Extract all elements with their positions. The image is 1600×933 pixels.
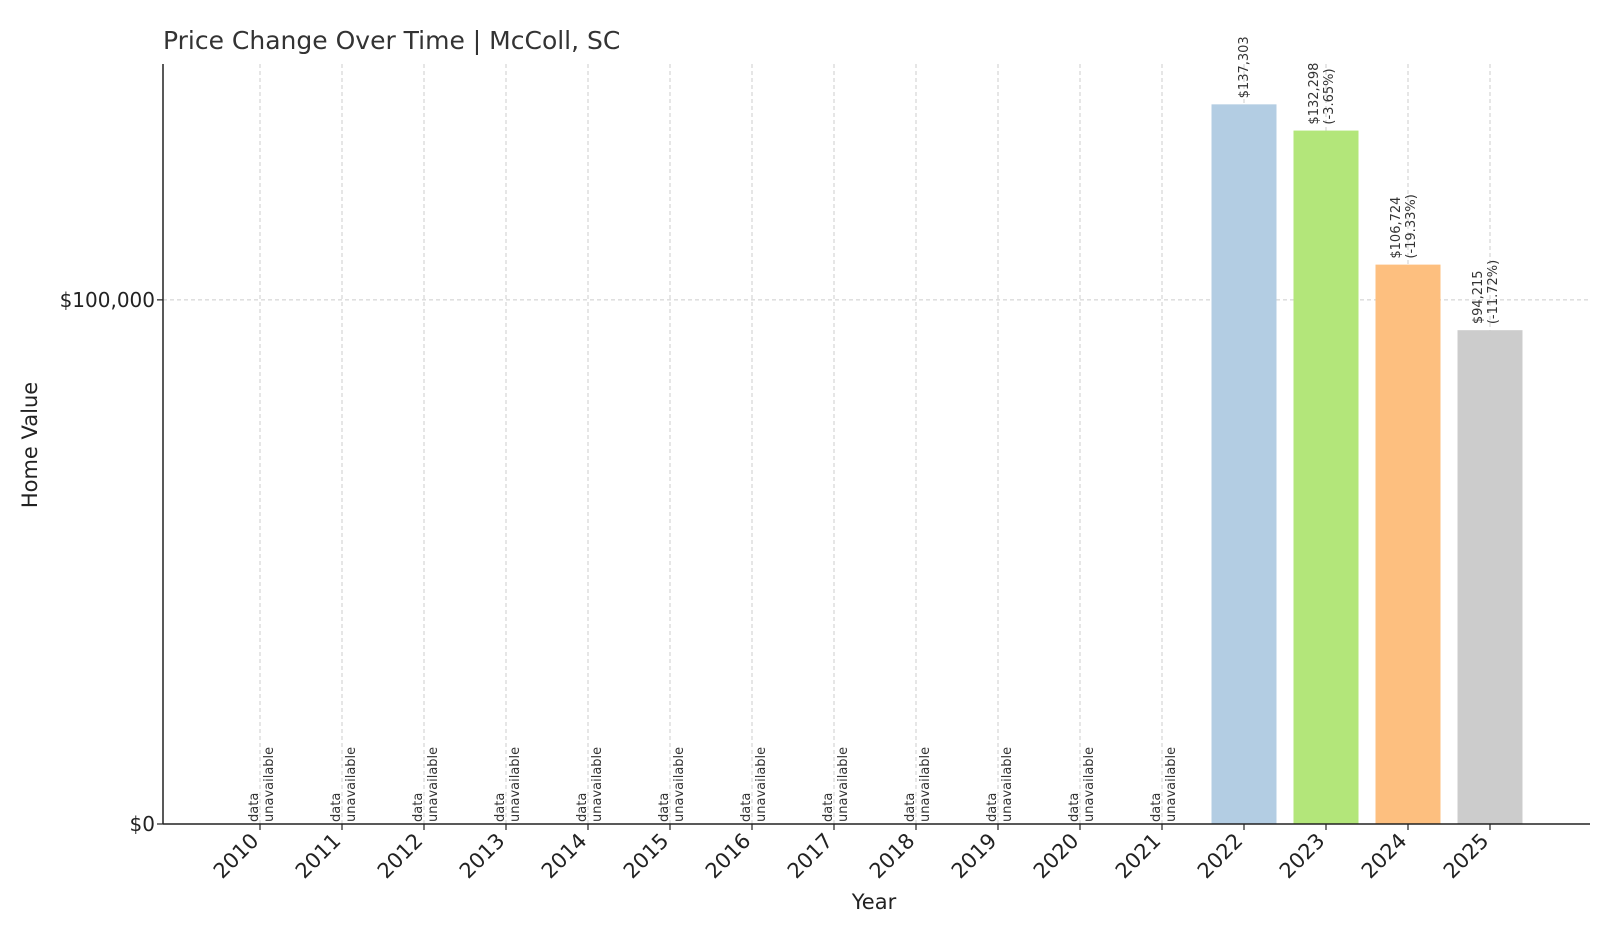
data-label: $106,724(-19.33%) bbox=[1389, 194, 1419, 258]
x-tick-label: 2019 bbox=[947, 829, 1002, 884]
unavailable-label-line: unavailable bbox=[262, 747, 277, 822]
unavailable-label-line: data bbox=[411, 793, 426, 822]
unavailable-label: dataunavailable bbox=[247, 747, 277, 822]
unavailable-label: dataunavailable bbox=[329, 747, 359, 822]
unavailable-label-line: unavailable bbox=[344, 747, 359, 822]
unavailable-label: dataunavailable bbox=[1067, 747, 1097, 822]
data-label: $94,215(-11.72%) bbox=[1471, 260, 1501, 324]
x-axis-label: Year bbox=[851, 890, 897, 914]
unavailable-label: dataunavailable bbox=[985, 747, 1015, 822]
x-tick-label: 2023 bbox=[1275, 829, 1330, 884]
unavailable-label-line: data bbox=[985, 793, 1000, 822]
unavailable-label: dataunavailable bbox=[575, 747, 605, 822]
unavailable-label-line: unavailable bbox=[508, 747, 523, 822]
x-tick-label: 2017 bbox=[783, 829, 838, 884]
x-tick-label: 2010 bbox=[209, 829, 264, 884]
data-label: $132,298(-3.65%) bbox=[1307, 63, 1337, 125]
x-tick-label: 2024 bbox=[1357, 829, 1412, 884]
unavailable-label-line: data bbox=[1067, 793, 1082, 822]
y-axis-label: Home Value bbox=[18, 381, 42, 509]
unavailable-label-line: unavailable bbox=[426, 747, 441, 822]
unavailable-label: dataunavailable bbox=[903, 747, 933, 822]
change-label: (-3.65%) bbox=[1322, 68, 1337, 124]
bar-2024 bbox=[1375, 264, 1441, 825]
unavailable-label: dataunavailable bbox=[657, 747, 687, 822]
data-label: $137,303 bbox=[1237, 36, 1252, 98]
x-tick-label: 2020 bbox=[1029, 829, 1084, 884]
unavailable-label-line: unavailable bbox=[1164, 747, 1179, 822]
x-tick-label: 2012 bbox=[373, 829, 428, 884]
unavailable-label: dataunavailable bbox=[821, 747, 851, 822]
chart-title: Price Change Over Time | McColl, SC bbox=[163, 26, 621, 55]
value-label: $137,303 bbox=[1237, 36, 1252, 98]
unavailable-label-line: data bbox=[1149, 793, 1164, 822]
y-tick-label: $100,000 bbox=[60, 288, 155, 312]
unavailable-label-line: data bbox=[903, 793, 918, 822]
value-label: $132,298 bbox=[1307, 63, 1322, 125]
unavailable-label-line: unavailable bbox=[836, 747, 851, 822]
unavailable-label-line: data bbox=[739, 793, 754, 822]
change-label: (-19.33%) bbox=[1404, 194, 1419, 258]
unavailable-label: dataunavailable bbox=[739, 747, 769, 822]
unavailable-label-line: unavailable bbox=[754, 747, 769, 822]
unavailable-label-line: data bbox=[657, 793, 672, 822]
unavailable-label-line: data bbox=[247, 793, 262, 822]
x-tick-label: 2016 bbox=[701, 829, 756, 884]
value-label: $106,724 bbox=[1389, 197, 1404, 259]
x-tick-label: 2022 bbox=[1193, 829, 1248, 884]
unavailable-label-line: unavailable bbox=[590, 747, 605, 822]
x-tick-label: 2015 bbox=[619, 829, 674, 884]
bar-2023 bbox=[1293, 130, 1359, 825]
x-tick-label: 2014 bbox=[537, 829, 592, 884]
x-tick-label: 2013 bbox=[455, 829, 510, 884]
unavailable-label-line: unavailable bbox=[1000, 747, 1015, 822]
x-tick-label: 2021 bbox=[1111, 829, 1166, 884]
unavailable-label: dataunavailable bbox=[411, 747, 441, 822]
unavailable-label-line: unavailable bbox=[918, 747, 933, 822]
unavailable-label-line: unavailable bbox=[672, 747, 687, 822]
unavailable-label-line: unavailable bbox=[1082, 747, 1097, 822]
value-label: $94,215 bbox=[1471, 270, 1486, 324]
unavailable-label: dataunavailable bbox=[1149, 747, 1179, 822]
unavailable-label-line: data bbox=[329, 793, 344, 822]
unavailable-label: dataunavailable bbox=[493, 747, 523, 822]
x-tick-label: 2025 bbox=[1439, 829, 1494, 884]
x-tick-label: 2011 bbox=[291, 829, 346, 884]
y-tick-label: $0 bbox=[130, 812, 155, 836]
unavailable-label-line: data bbox=[493, 793, 508, 822]
unavailable-label-line: data bbox=[821, 793, 836, 822]
unavailable-label-line: data bbox=[575, 793, 590, 822]
bar-2025 bbox=[1457, 330, 1523, 824]
change-label: (-11.72%) bbox=[1486, 260, 1501, 324]
x-tick-label: 2018 bbox=[865, 829, 920, 884]
bar-2022 bbox=[1211, 104, 1277, 824]
